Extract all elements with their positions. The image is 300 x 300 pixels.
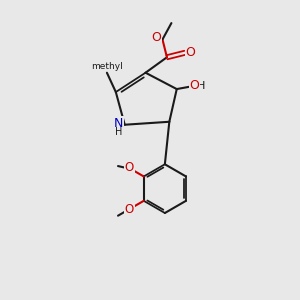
Text: methyl: methyl — [91, 62, 123, 71]
Text: N: N — [113, 117, 123, 130]
Text: O: O — [125, 203, 134, 216]
Text: O: O — [185, 46, 195, 59]
Text: O: O — [125, 161, 134, 174]
Text: O: O — [151, 32, 161, 44]
Text: H: H — [115, 127, 122, 137]
Text: O: O — [190, 79, 200, 92]
Text: H: H — [197, 80, 206, 91]
